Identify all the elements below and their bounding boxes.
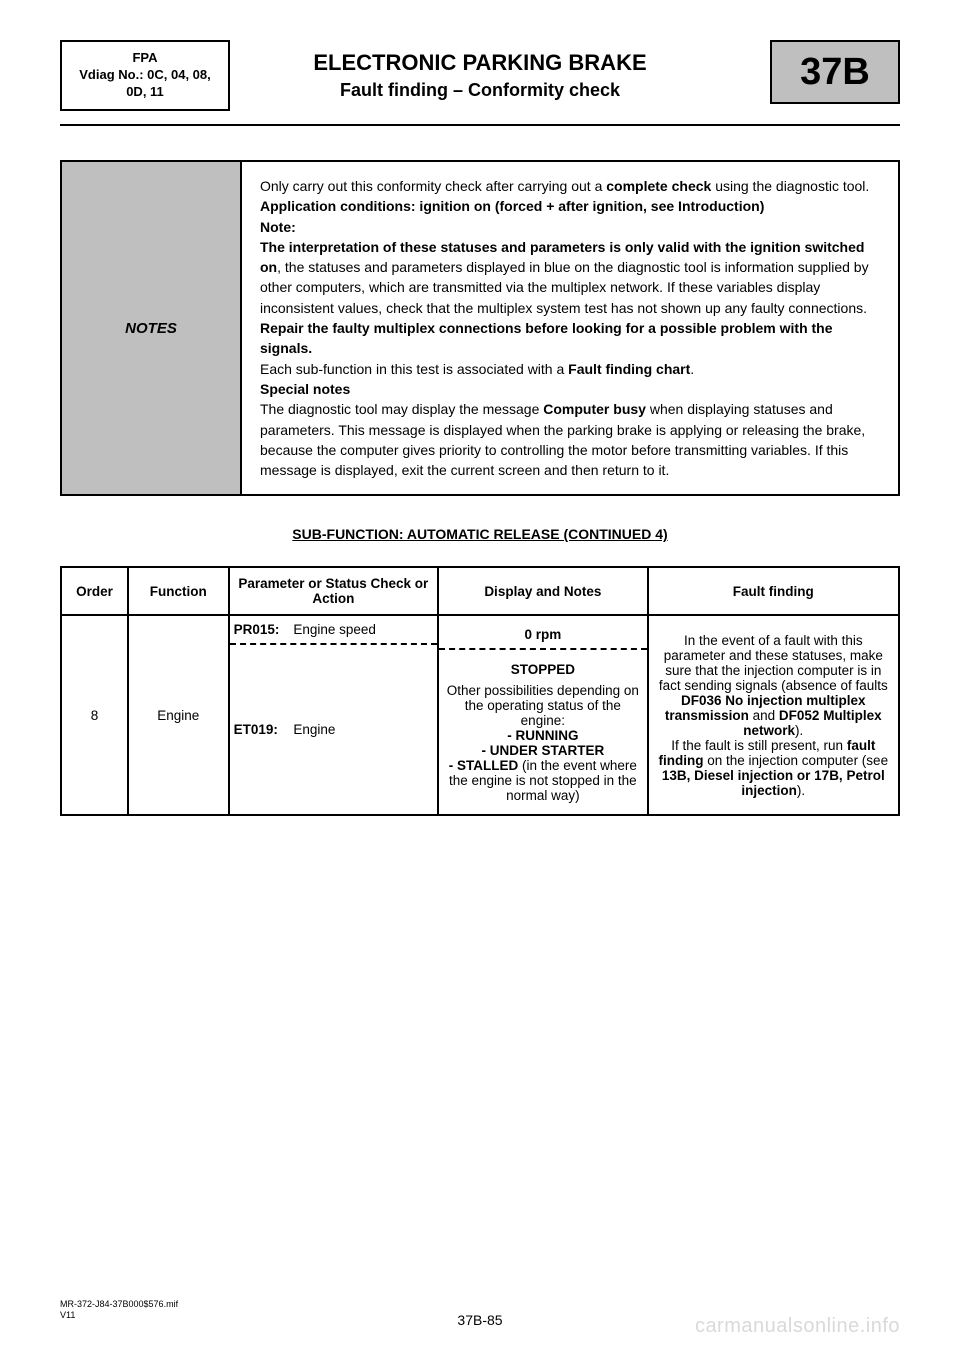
table-row: 8 Engine PR015: Engine speed ET019: Engi… xyxy=(61,615,899,815)
fault-i: 13B, Diesel injection or 17B, Petrol inj… xyxy=(662,768,885,798)
notes-p1b: complete check xyxy=(606,178,711,194)
section-code-box: 37B xyxy=(770,40,900,104)
th-param: Parameter or Status Check or Action xyxy=(229,567,439,615)
param2-label: Engine xyxy=(293,722,335,737)
cell-param: PR015: Engine speed ET019: Engine xyxy=(229,615,439,815)
doc-ref-1: MR-372-J84-37B000$576.mif xyxy=(60,1299,178,1309)
notes-p2: Application conditions: ignition on (for… xyxy=(260,198,764,214)
param1-label: Engine speed xyxy=(293,622,376,637)
vdiag-line1: FPA xyxy=(132,50,157,65)
notes-p4b: , the statuses and parameters displayed … xyxy=(260,259,869,316)
vdiag-box: FPA Vdiag No.: 0C, 04, 08, 0D, 11 xyxy=(60,40,230,111)
subfunction-heading: SUB-FUNCTION: AUTOMATIC RELEASE (CONTINU… xyxy=(60,526,900,542)
display2-opt1: - RUNNING xyxy=(507,728,578,743)
cell-fault: In the event of a fault with this parame… xyxy=(648,615,899,815)
fault-a: In the event of a fault with this parame… xyxy=(659,633,888,693)
display2-opt3a: - STALLED xyxy=(449,758,519,773)
notes-body-cell: Only carry out this conformity check aft… xyxy=(241,161,899,495)
notes-label-cell: NOTES xyxy=(61,161,241,495)
notes-p5b: Fault finding chart xyxy=(568,361,690,377)
notes-p5a: Each sub-function in this test is associ… xyxy=(260,361,568,377)
display2-opt2: - UNDER STARTER xyxy=(481,743,604,758)
notes-table: NOTES Only carry out this conformity che… xyxy=(60,160,900,496)
cell-function: Engine xyxy=(128,615,229,815)
table-header-row: Order Function Parameter or Status Check… xyxy=(61,567,899,615)
fault-h: on the injection computer (see xyxy=(703,753,888,768)
display2-intro: Other possibilities depending on the ope… xyxy=(443,683,643,728)
cell-order: 8 xyxy=(61,615,128,815)
notes-p3: Note: xyxy=(260,219,296,235)
notes-p1a: Only carry out this conformity check aft… xyxy=(260,178,606,194)
fault-e: ). xyxy=(795,723,803,738)
data-table: Order Function Parameter or Status Check… xyxy=(60,566,900,816)
page-header: FPA Vdiag No.: 0C, 04, 08, 0D, 11 ELECTR… xyxy=(60,40,900,124)
display1: 0 rpm xyxy=(524,627,561,642)
notes-p4c: Repair the faulty multiplex connections … xyxy=(260,320,833,356)
notes-p7b: Computer busy xyxy=(543,401,646,417)
notes-p6: Special notes xyxy=(260,381,350,397)
vdiag-line3: 0D, 11 xyxy=(126,84,164,99)
fault-j: ). xyxy=(797,783,805,798)
param2-code: ET019: xyxy=(234,722,290,737)
header-rule xyxy=(60,124,900,126)
cell-display: 0 rpm STOPPED Other possibilities depend… xyxy=(438,615,648,815)
vdiag-line2: Vdiag No.: 0C, 04, 08, xyxy=(79,67,211,82)
watermark: carmanualsonline.info xyxy=(695,1315,900,1338)
param1-code: PR015: xyxy=(234,622,290,637)
notes-p7a: The diagnostic tool may display the mess… xyxy=(260,401,543,417)
notes-p5c: . xyxy=(690,361,694,377)
fault-c: and xyxy=(749,708,779,723)
doc-ref-2: V11 xyxy=(60,1310,75,1320)
th-display: Display and Notes xyxy=(438,567,648,615)
th-fault: Fault finding xyxy=(648,567,899,615)
fault-f: If the fault is still present, run xyxy=(671,738,847,753)
display2-head: STOPPED xyxy=(511,662,575,677)
th-order: Order xyxy=(61,567,128,615)
notes-p1c: using the diagnostic tool. xyxy=(711,178,869,194)
th-function: Function xyxy=(128,567,229,615)
